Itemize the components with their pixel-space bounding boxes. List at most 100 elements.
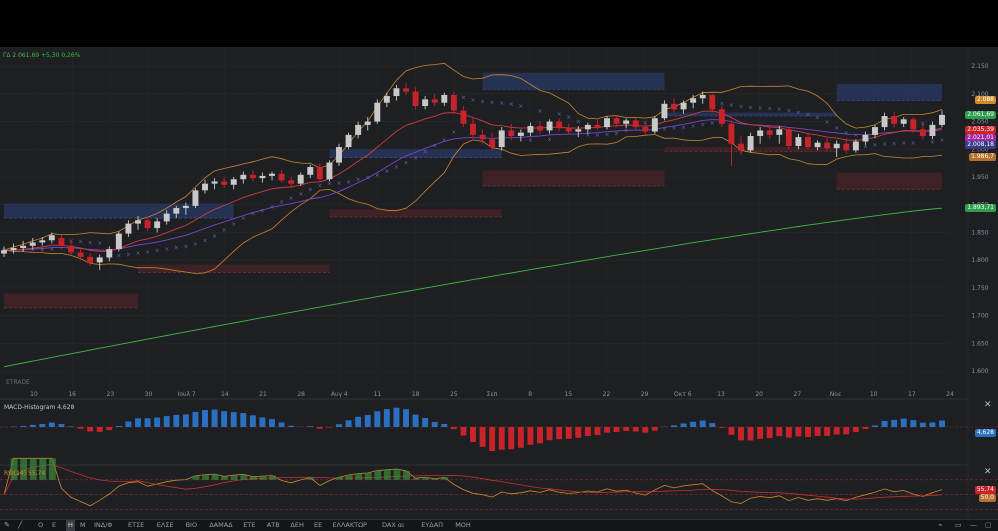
- macd-bar: [728, 427, 734, 435]
- candle-body: [106, 249, 112, 257]
- toolbar-item[interactable]: ΔΕΗ: [290, 520, 303, 531]
- chart-type-icon[interactable]: ⌁: [938, 520, 942, 531]
- macd-bar: [183, 414, 189, 427]
- sar-marker: ×: [116, 253, 121, 260]
- candle-body: [642, 127, 648, 131]
- macd-bar: [709, 423, 715, 427]
- rsi-overbought-fill: [441, 477, 448, 480]
- sar-marker: ×: [681, 124, 686, 131]
- macd-value: 4,628: [57, 404, 74, 411]
- rsi-overbought-fill: [393, 469, 400, 480]
- candle-body: [527, 126, 533, 133]
- candle-body: [901, 119, 907, 123]
- toolbar-item[interactable]: ΜΟΗ: [455, 520, 471, 531]
- macd-bar: [767, 427, 773, 438]
- draw-tool-icon[interactable]: ✎: [4, 520, 10, 531]
- candle-body: [862, 135, 868, 142]
- toolbar-item[interactable]: ΕΤΕ: [243, 520, 255, 531]
- candle-body: [58, 238, 64, 246]
- toolbar-item[interactable]: ΕΤΣΕ: [128, 520, 144, 531]
- toolbar-item[interactable]: ΕΕ: [314, 520, 322, 531]
- close-rsi-icon[interactable]: ✕: [984, 467, 992, 477]
- time-tick-label: 18: [412, 391, 420, 398]
- candle: [499, 127, 505, 150]
- candle-body: [432, 99, 438, 102]
- macd-bar: [432, 422, 438, 427]
- close-macd-icon[interactable]: ✕: [984, 400, 992, 410]
- time-tick-label: 21: [259, 391, 267, 398]
- macd-bar: [451, 427, 457, 429]
- indicator-icon[interactable]: ▭: [955, 520, 962, 531]
- sar-marker: ×: [423, 148, 428, 155]
- sar-marker: ×: [700, 121, 705, 128]
- candle: [374, 99, 380, 123]
- sar-marker: ×: [135, 250, 140, 257]
- macd-bar: [259, 417, 265, 427]
- sar-marker: ×: [269, 204, 274, 211]
- top-black-bar: [0, 0, 998, 47]
- rsi-overbought-fill: [413, 478, 420, 480]
- sar-marker: ×: [212, 233, 217, 240]
- toolbar-item[interactable]: ΑΤΒ: [267, 520, 280, 531]
- macd-bar: [700, 421, 706, 427]
- rsi-title: RSI(14): [4, 470, 26, 477]
- toolbar-item[interactable]: ΙΝΔ/Φ: [94, 520, 113, 531]
- macd-bar: [642, 427, 648, 433]
- sar-marker: ×: [624, 127, 629, 134]
- macd-bar: [862, 427, 868, 429]
- macd-bar: [652, 427, 658, 431]
- candle-body: [815, 143, 821, 147]
- toolbar-item[interactable]: ΕΥΔΑΠ: [421, 520, 443, 531]
- candle-body: [709, 95, 715, 109]
- toolbar-item[interactable]: Η: [66, 520, 75, 531]
- sar-marker: ×: [327, 181, 332, 188]
- macd-bar: [365, 415, 371, 427]
- sar-marker: ×: [432, 143, 437, 150]
- macd-bar: [910, 420, 916, 427]
- toolbar-item[interactable]: BIO: [186, 520, 198, 531]
- macd-bar: [843, 427, 849, 434]
- candle-body: [489, 139, 495, 147]
- macd-bar: [901, 419, 907, 427]
- toolbar-item[interactable]: Ε: [52, 520, 56, 531]
- candle-body: [872, 127, 878, 135]
- macd-bar: [891, 420, 897, 427]
- candle-body: [68, 246, 74, 253]
- price-tag: 2.035,39: [965, 126, 996, 134]
- toolbar-item[interactable]: Μ: [80, 520, 86, 531]
- sar-marker: ×: [289, 195, 294, 202]
- minimize-icon[interactable]: —: [970, 520, 977, 531]
- macd-bar: [681, 423, 687, 427]
- toolbar-item[interactable]: ΔΑΜΑΔ: [209, 520, 232, 531]
- toolbar-item[interactable]: Ο: [38, 520, 43, 531]
- time-tick-label: 30: [145, 391, 153, 398]
- macd-value-tag: 4,628: [975, 429, 996, 437]
- macd-bar: [58, 424, 64, 427]
- line-tool-icon[interactable]: ╱: [18, 520, 22, 531]
- sar-marker: ×: [164, 246, 169, 253]
- toolbar-item[interactable]: ΕΛΣΕ: [157, 520, 174, 531]
- rsi-overbought-fill: [202, 475, 209, 480]
- rsi-overbought-fill: [192, 476, 199, 480]
- candle: [346, 133, 352, 150]
- rsi-overbought-fill: [336, 477, 343, 480]
- maximize-icon[interactable]: ▢: [985, 520, 992, 531]
- time-tick-label: 10: [30, 391, 38, 398]
- candle-body: [661, 104, 667, 118]
- candle-body: [671, 104, 677, 110]
- sar-marker: ×: [356, 177, 361, 184]
- chart-area[interactable]: ××××××××××××××××××××××××××××××××××××××××…: [0, 47, 998, 519]
- sar-marker: ×: [375, 172, 380, 179]
- sar-marker: ×: [174, 245, 179, 252]
- candle-body: [728, 124, 734, 144]
- candle-body: [11, 248, 17, 250]
- macd-bar: [805, 427, 811, 437]
- price-tick-label: 1.750: [971, 285, 988, 292]
- sar-marker: ×: [183, 243, 188, 250]
- sar-marker: ×: [729, 102, 734, 109]
- toolbar-item[interactable]: ΕΛΛΑΚΤΩΡ: [332, 520, 367, 531]
- rsi-overbought-fill: [240, 474, 247, 480]
- toolbar-item[interactable]: DAX αι: [382, 520, 404, 531]
- rsi-overbought-fill: [365, 473, 372, 480]
- macd-bar: [795, 427, 801, 436]
